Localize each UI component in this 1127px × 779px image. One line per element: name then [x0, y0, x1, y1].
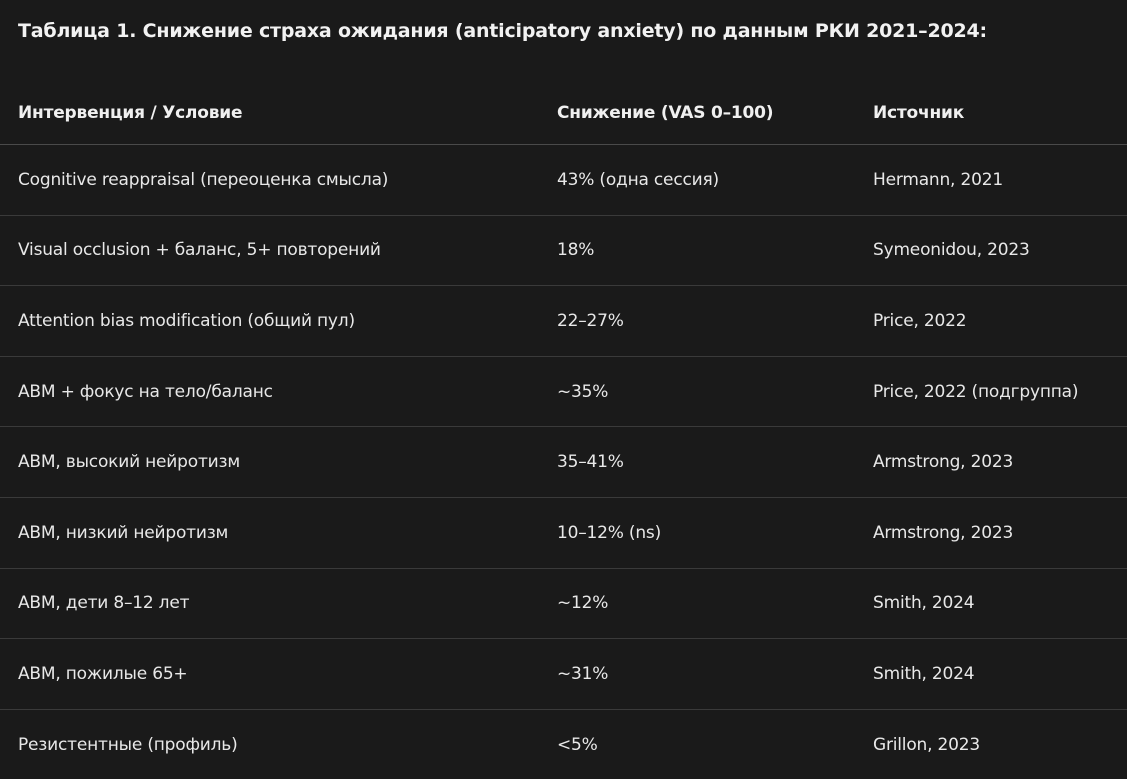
cell-reduction: 43% (одна сессия) — [556, 144, 872, 216]
table-row: ABM, низкий нейротизм 10–12% (ns) Armstr… — [0, 497, 1127, 569]
table-container: Интервенция / Условие Снижение (VAS 0–10… — [0, 82, 1127, 779]
header-intervention: Интервенция / Условие — [0, 82, 556, 145]
table-row: ABM, дети 8–12 лет ~12% Smith, 2024 — [0, 568, 1127, 640]
cell-intervention: ABM, низкий нейротизм — [0, 497, 556, 569]
table-row: ABM, высокий нейротизм 35–41% Armstrong,… — [0, 426, 1127, 498]
cell-reduction: 18% — [556, 215, 872, 287]
cell-source: Grillon, 2023 — [873, 734, 980, 755]
table-row: Visual occlusion + баланс, 5+ повторений… — [0, 215, 1127, 287]
cell-source: Symeonidou, 2023 — [872, 215, 1127, 287]
results-table: Интервенция / Условие Снижение (VAS 0–10… — [0, 82, 1127, 779]
cell-intervention: Резистентные (профиль) — [18, 734, 238, 755]
table-row: Резистентные (профиль) <5% Grillon, 2023 — [0, 709, 1127, 779]
table-header-row: Интервенция / Условие Снижение (VAS 0–10… — [0, 82, 1127, 145]
cell-source: Hermann, 2021 — [872, 144, 1127, 216]
cell-intervention: ABM, дети 8–12 лет — [0, 568, 556, 640]
cell-reduction: 10–12% (ns) — [556, 497, 872, 569]
cell-source: Armstrong, 2023 — [872, 497, 1127, 569]
table-row: ABM + фокус на тело/баланс ~35% Price, 2… — [0, 356, 1127, 428]
cell-intervention: Visual occlusion + баланс, 5+ повторений — [0, 215, 556, 287]
cell-intervention: ABM, высокий нейротизм — [0, 426, 556, 498]
header-source: Источник — [872, 82, 1127, 145]
cell-source: Smith, 2024 — [872, 568, 1127, 640]
cell-intervention: ABM, пожилые 65+ — [0, 638, 556, 710]
table-row: Attention bias modification (общий пул) … — [0, 285, 1127, 357]
cell-reduction: 22–27% — [556, 285, 872, 357]
cell-reduction: 35–41% — [556, 426, 872, 498]
cell-source: Armstrong, 2023 — [872, 426, 1127, 498]
cell-source: Price, 2022 — [872, 285, 1127, 357]
cell-intervention: Attention bias modification (общий пул) — [0, 285, 556, 357]
cell-source: Price, 2022 (подгруппа) — [872, 356, 1127, 428]
cell-intervention: Cognitive reappraisal (переоценка смысла… — [0, 144, 556, 216]
header-reduction: Снижение (VAS 0–100) — [556, 82, 872, 145]
table-row: Cognitive reappraisal (переоценка смысла… — [0, 144, 1127, 216]
cell-source: Smith, 2024 — [872, 638, 1127, 710]
cell-intervention: ABM + фокус на тело/баланс — [0, 356, 556, 428]
cell-reduction: ~12% — [556, 568, 872, 640]
cell-reduction: ~35% — [556, 356, 872, 428]
table-row: ABM, пожилые 65+ ~31% Smith, 2024 — [0, 638, 1127, 710]
table-title: Таблица 1. Снижение страха ожидания (ant… — [18, 20, 987, 42]
cell-reduction: <5% — [557, 734, 598, 755]
cell-reduction: ~31% — [556, 638, 872, 710]
